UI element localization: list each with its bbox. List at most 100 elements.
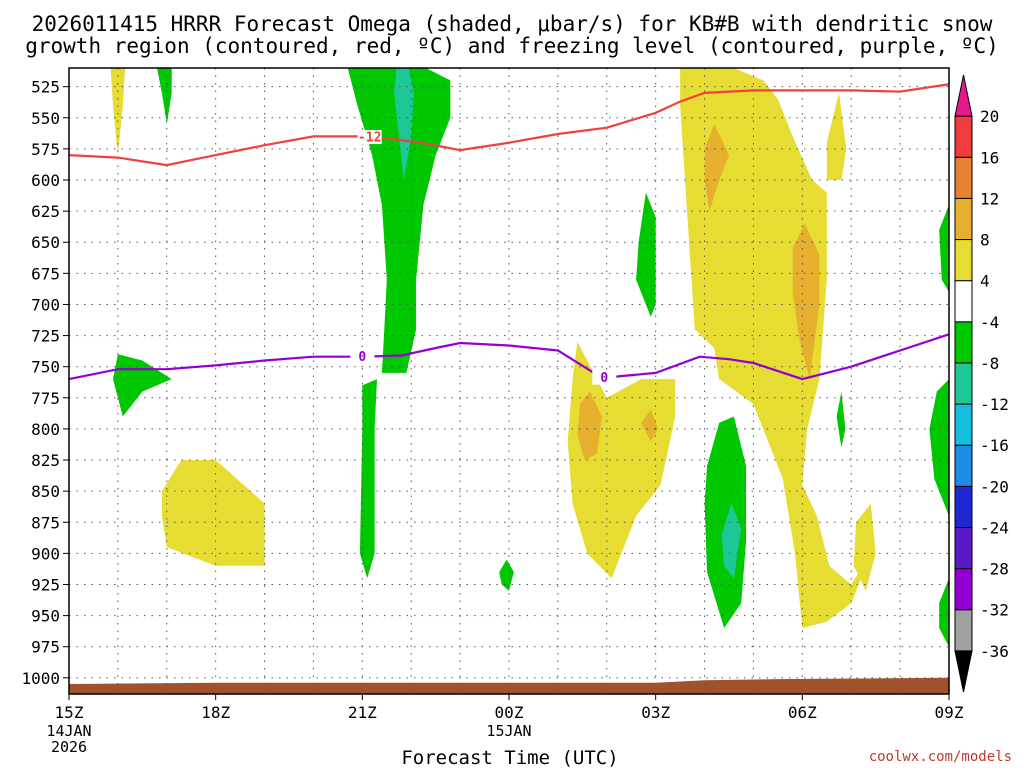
colorbar-bin — [954, 403, 973, 446]
y-tick-label: 750 — [31, 358, 60, 377]
freezing-contour-label-2: 0 — [600, 371, 608, 386]
colorbar-tick-label: -32 — [980, 601, 1009, 620]
colorbar-tick-label: 12 — [980, 189, 999, 208]
omega-yellow-07z — [826, 92, 847, 180]
terrain-layer — [69, 677, 949, 694]
omega-yellow-18z — [161, 460, 265, 566]
freezing-contour-label-2-bg — [592, 370, 617, 385]
omega-yellow-08z — [853, 503, 876, 591]
colorbar-tick-label: -36 — [980, 642, 1009, 661]
omega-green-16z — [113, 354, 172, 417]
x-tick-label: 03Z — [641, 703, 670, 722]
omega-green-02z — [636, 192, 656, 317]
colorbar-bin — [954, 650, 973, 693]
omega-green-05z — [704, 416, 747, 628]
y-tick-label: 825 — [31, 451, 60, 470]
omega-green-07z — [836, 391, 846, 448]
y-tick-label: 925 — [31, 575, 60, 594]
colorbar-bin — [954, 156, 973, 199]
x-tick-label: 09Z — [935, 703, 964, 722]
chart-title-line-1: 2026011415 HRRR Forecast Omega (shaded, … — [32, 12, 993, 36]
y-tick-label: 850 — [31, 482, 60, 501]
omega-green-edge-upper — [939, 204, 949, 292]
colorbar-bin — [954, 239, 973, 282]
y-tick-label: 625 — [31, 202, 60, 221]
colorbar-bin — [954, 321, 973, 364]
colorbar-bin — [954, 568, 973, 611]
dendritic-contour-label-bg — [357, 130, 382, 145]
omega-orange-06z — [792, 223, 820, 380]
colorbar-bin — [954, 444, 973, 487]
omega-green-edge-low — [939, 578, 949, 647]
y-tick-label: 800 — [31, 420, 60, 439]
omega-green-21z — [359, 379, 377, 579]
omega-yellow-main-05z — [680, 68, 871, 628]
x-tick-label: 06Z — [788, 703, 817, 722]
omega-teal-plume-22z — [394, 68, 414, 180]
omega-green-edge-mid — [929, 379, 949, 516]
y-axis: 525 550 575 600 625 650 675 700 725 750 775 800 825 8… — [21, 78, 69, 688]
omega-teal-05z — [721, 503, 742, 579]
terrain-fill — [69, 677, 949, 694]
colorbar: -36 -32 -28 -24 -20 -16 -12 -8 -4 4 8 12 16 20 — [954, 74, 1009, 693]
y-tick-label: 600 — [31, 171, 60, 190]
omega-orange-04z — [704, 124, 729, 212]
colorbar-tick-label: -24 — [980, 518, 1009, 537]
x-tick-label: 00Z — [495, 703, 524, 722]
colorbar-bin — [954, 362, 973, 405]
contour-labels-layer: -12 0 0 — [350, 130, 617, 386]
x-tick-sublabel: 15JAN — [486, 722, 531, 740]
y-tick-label: 875 — [31, 513, 60, 532]
y-tick-label: 900 — [31, 544, 60, 563]
y-tick-label: 675 — [31, 264, 60, 283]
colorbar-tick-label: 20 — [980, 107, 999, 126]
omega-yellow-main-00z — [567, 341, 676, 579]
omega-yellow-top-16z — [110, 68, 126, 156]
omega-shading-layer — [110, 68, 949, 647]
omega-orange-0230z — [641, 410, 659, 442]
chart-title-line-2: growth region (contoured, red, ºC) and f… — [25, 34, 999, 58]
colorbar-tick-label: 4 — [980, 272, 990, 291]
y-tick-label: 950 — [31, 607, 60, 626]
colorbar-bin — [954, 74, 973, 117]
x-axis-label: Forecast Time (UTC) — [401, 747, 618, 768]
dendritic-contour-label: -12 — [358, 131, 381, 146]
omega-orange-0030z — [577, 391, 602, 460]
y-tick-label: 525 — [31, 78, 60, 97]
colorbar-bin — [954, 609, 973, 652]
y-tick-label: 775 — [31, 389, 60, 408]
colorbar-bin — [954, 280, 973, 323]
colorbar-tick-label: -4 — [980, 313, 999, 332]
omega-green-00z — [499, 559, 514, 591]
y-tick-label: 725 — [31, 327, 60, 346]
colorbar-bin — [954, 197, 973, 241]
omega-green-top-17z — [157, 68, 172, 124]
colorbar-bin — [954, 526, 973, 570]
freezing-contour-label: 0 — [358, 350, 366, 365]
y-tick-label: 575 — [31, 140, 60, 159]
y-tick-label: 550 — [31, 109, 60, 128]
colorbar-tick-label: -8 — [980, 354, 999, 373]
y-tick-label: 650 — [31, 233, 60, 252]
colorbar-tick-label: -20 — [980, 477, 1009, 496]
x-tick-sublabel: 2026 — [51, 738, 87, 756]
colorbar-tick-label: 8 — [980, 231, 990, 250]
colorbar-tick-label: -28 — [980, 560, 1009, 579]
x-tick-label: 21Z — [348, 703, 377, 722]
freezing-contour-label-bg — [350, 349, 375, 364]
x-tick-label: 15Z — [55, 703, 84, 722]
colorbar-bin — [954, 485, 973, 528]
x-tick-label: 18Z — [201, 703, 230, 722]
colorbar-bin — [954, 115, 973, 158]
freezing-level-contour — [69, 333, 949, 381]
x-tick-sublabel: 14JAN — [46, 722, 91, 740]
colorbar-tick-label: -12 — [980, 395, 1009, 414]
contour-lines-layer — [69, 83, 949, 381]
y-tick-label: 700 — [31, 295, 60, 314]
dendritic-minus12-contour — [69, 83, 949, 167]
colorbar-tick-label: 16 — [980, 148, 999, 167]
colorbar-tick-label: -16 — [980, 436, 1009, 455]
credit-text: coolwx.com/models — [869, 749, 1012, 765]
